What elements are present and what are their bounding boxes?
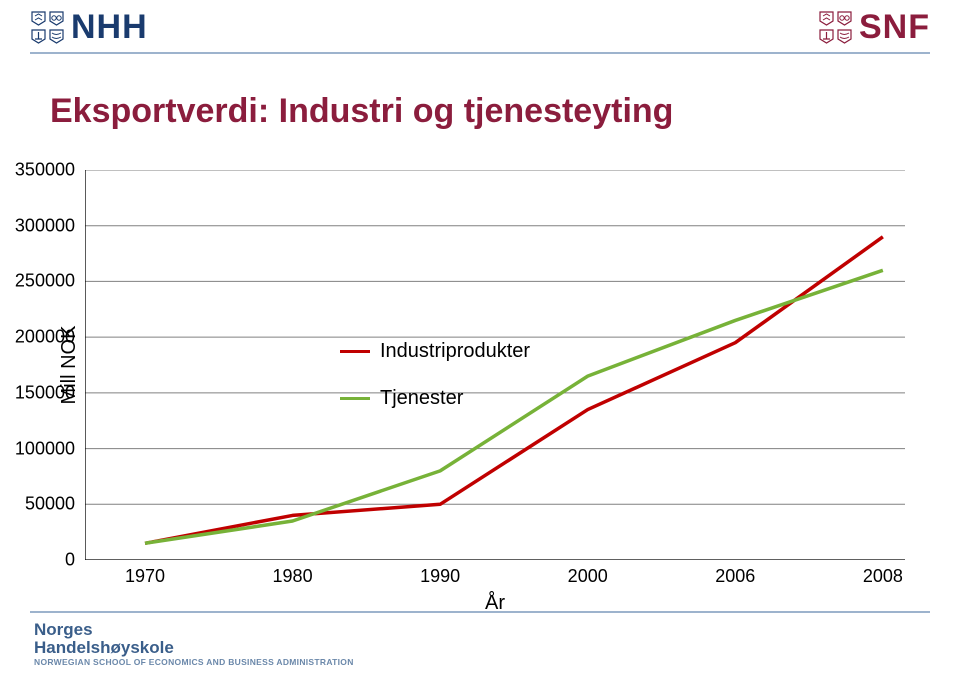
- y-tick-label: 200000: [5, 327, 85, 348]
- footer-line1: Norges: [34, 620, 93, 639]
- snf-shield-icon: [818, 10, 853, 45]
- footer-institution-name: Norges Handelshøyskole: [34, 621, 174, 657]
- nhh-text: NHH: [71, 8, 148, 47]
- legend-swatch-icon: [340, 350, 370, 353]
- x-tick-label: 2006: [715, 560, 755, 587]
- footer-bar: Norges Handelshøyskole NORWEGIAN SCHOOL …: [30, 611, 930, 669]
- y-tick-label: 50000: [5, 494, 85, 515]
- legend-entry: Tjenester: [340, 387, 600, 410]
- footer-line2: Handelshøyskole: [34, 638, 174, 657]
- x-tick-label: 1990: [420, 560, 460, 587]
- legend-label: Tjenester: [380, 387, 463, 410]
- legend-swatch-icon: [340, 397, 370, 400]
- nhh-shield-icon: [30, 10, 65, 45]
- chart-legend: Industriprodukter Tjenester: [340, 340, 600, 434]
- y-tick-label: 100000: [5, 438, 85, 459]
- legend-label: Industriprodukter: [380, 340, 530, 363]
- x-tick-label: 1980: [273, 560, 313, 587]
- footer-rule: [30, 611, 930, 613]
- y-tick-label: 350000: [5, 160, 85, 181]
- x-tick-label: 2008: [863, 560, 903, 587]
- header-rule: [30, 52, 930, 54]
- snf-logo: SNF: [818, 8, 930, 47]
- x-tick-label: 2000: [568, 560, 608, 587]
- x-tick-label: 1970: [125, 560, 165, 587]
- y-tick-label: 300000: [5, 215, 85, 236]
- nhh-logo: NHH: [30, 8, 148, 47]
- export-value-chart: Mill NOK År 0500001000001500002000002500…: [85, 170, 905, 560]
- footer-subtext: NORWEGIAN SCHOOL OF ECONOMICS AND BUSINE…: [34, 657, 354, 667]
- y-tick-label: 0: [5, 550, 85, 571]
- slide-title: Eksportverdi: Industri og tjenesteyting: [50, 92, 673, 131]
- legend-entry: Industriprodukter: [340, 340, 600, 363]
- y-tick-label: 250000: [5, 271, 85, 292]
- snf-text: SNF: [859, 8, 930, 47]
- y-tick-label: 150000: [5, 382, 85, 403]
- header-bar: NHH SNF: [0, 0, 960, 58]
